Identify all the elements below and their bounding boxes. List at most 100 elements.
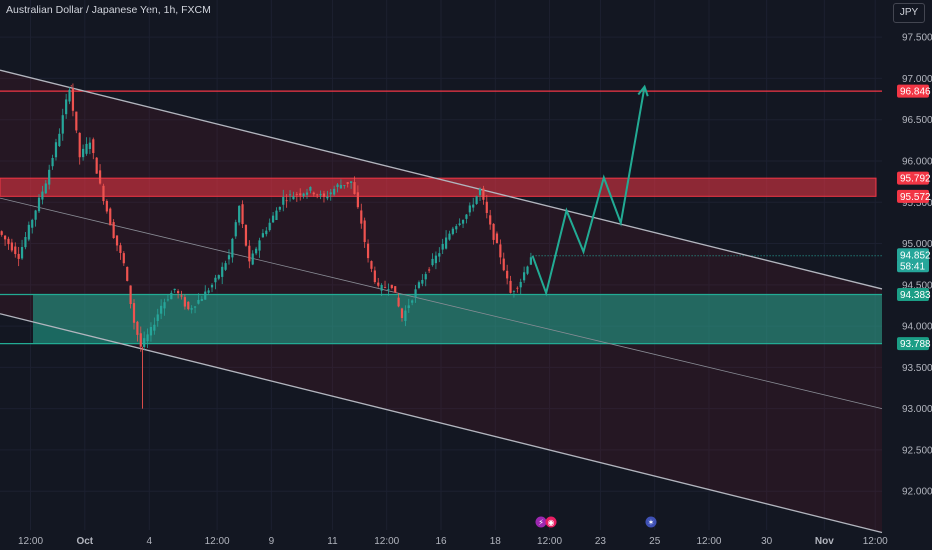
flag-au-icon-glyph: ✶	[648, 518, 655, 527]
y-tick-label: 96.000	[902, 156, 932, 167]
candle-body	[210, 284, 214, 288]
candle-body	[468, 205, 471, 213]
candle-body	[383, 287, 387, 288]
price-label-bg	[897, 287, 929, 301]
y-tick-label: 97.000	[902, 74, 932, 85]
currency-button[interactable]: JPY	[893, 3, 925, 23]
candle-body	[20, 246, 24, 259]
y-tick-label: 96.500	[902, 115, 932, 126]
price-label: 95.572	[900, 192, 931, 203]
x-tick-label: 12:00	[696, 536, 721, 547]
candle-body	[98, 170, 102, 184]
candle-body	[126, 266, 129, 281]
candle-body	[387, 289, 390, 290]
channel-lower-line	[0, 313, 883, 534]
candle-body	[173, 288, 176, 291]
candle-body	[478, 188, 482, 196]
x-tick-label: 30	[761, 536, 773, 547]
candle-body	[37, 197, 41, 212]
candle-body	[82, 148, 85, 158]
candle-body	[295, 194, 298, 195]
candle-body	[285, 200, 288, 202]
candle-body	[48, 169, 51, 185]
candle-body	[458, 223, 461, 225]
candle-body	[92, 139, 95, 154]
price-label: 94.852	[900, 250, 931, 261]
candle-body	[343, 185, 346, 186]
x-tick-label: 12:00	[374, 536, 399, 547]
candle-body	[187, 301, 190, 310]
price-label-bg	[897, 171, 929, 185]
candle-body	[7, 238, 10, 245]
y-tick-label: 92.500	[902, 445, 932, 456]
candle-body	[112, 222, 115, 239]
y-tick-label: 94.500	[902, 280, 932, 291]
candle-body	[17, 253, 20, 259]
candle-body	[119, 245, 122, 253]
price-label: 95.792	[900, 174, 931, 185]
channel-mid-line	[0, 197, 883, 410]
candle-body	[322, 193, 326, 197]
candle-body	[421, 279, 424, 284]
candle-body	[350, 181, 353, 184]
candle-body	[461, 219, 465, 224]
price-label-bg	[897, 189, 929, 203]
candle-body	[85, 143, 88, 154]
candle-body	[502, 258, 505, 271]
candle-body	[170, 292, 173, 300]
candle-body	[319, 193, 322, 196]
y-tick-label: 97.500	[902, 33, 932, 44]
resistance-zone	[0, 177, 877, 197]
flag-au-icon	[645, 516, 657, 528]
candle-body	[509, 280, 512, 293]
candle-body	[51, 158, 54, 167]
candle-body	[27, 224, 30, 240]
candle-body	[193, 306, 197, 308]
candle-body	[492, 223, 495, 240]
price-label: 96.846	[900, 87, 931, 98]
candle-body	[428, 269, 431, 271]
lightning-icon-glyph: ⚡	[538, 518, 544, 527]
candle-body	[238, 205, 241, 223]
candle-body	[444, 237, 448, 249]
projection-path	[531, 86, 646, 297]
candle-body	[424, 274, 427, 280]
candle-body	[65, 99, 68, 115]
candle-body	[302, 193, 305, 197]
candle-body	[417, 282, 421, 288]
earnings-icon-glyph: ◉	[548, 518, 555, 527]
candle-body	[248, 245, 251, 262]
price-label-bg	[897, 84, 929, 98]
channel-upper-line	[0, 69, 883, 290]
earnings-icon	[545, 516, 557, 528]
candle-body	[489, 215, 492, 225]
candle-body	[448, 233, 451, 240]
candle-body	[438, 253, 441, 257]
candle-body	[516, 287, 519, 289]
candle-body	[526, 266, 529, 274]
price-label: 58:41	[900, 261, 925, 272]
candle-body	[214, 277, 217, 283]
candle-body	[24, 237, 27, 248]
candles	[0, 83, 532, 409]
candle-body	[336, 184, 339, 187]
candle-body	[265, 230, 268, 235]
candle-body	[400, 308, 404, 319]
candle-body	[160, 305, 163, 314]
y-tick-label: 92.000	[902, 487, 932, 498]
support-zone	[33, 294, 882, 344]
x-tick-label: 12:00	[863, 536, 888, 547]
candle-body	[143, 338, 146, 348]
candle-body	[14, 246, 17, 255]
candle-body	[58, 133, 61, 147]
price-label-bg	[897, 248, 929, 262]
candle-body	[506, 270, 509, 279]
candle-body	[333, 188, 336, 195]
candle-body	[326, 196, 329, 199]
candle-body	[329, 192, 332, 195]
candle-body	[200, 299, 203, 301]
candle-body	[377, 282, 380, 286]
candle-body	[190, 308, 193, 310]
candle-body	[261, 233, 265, 238]
